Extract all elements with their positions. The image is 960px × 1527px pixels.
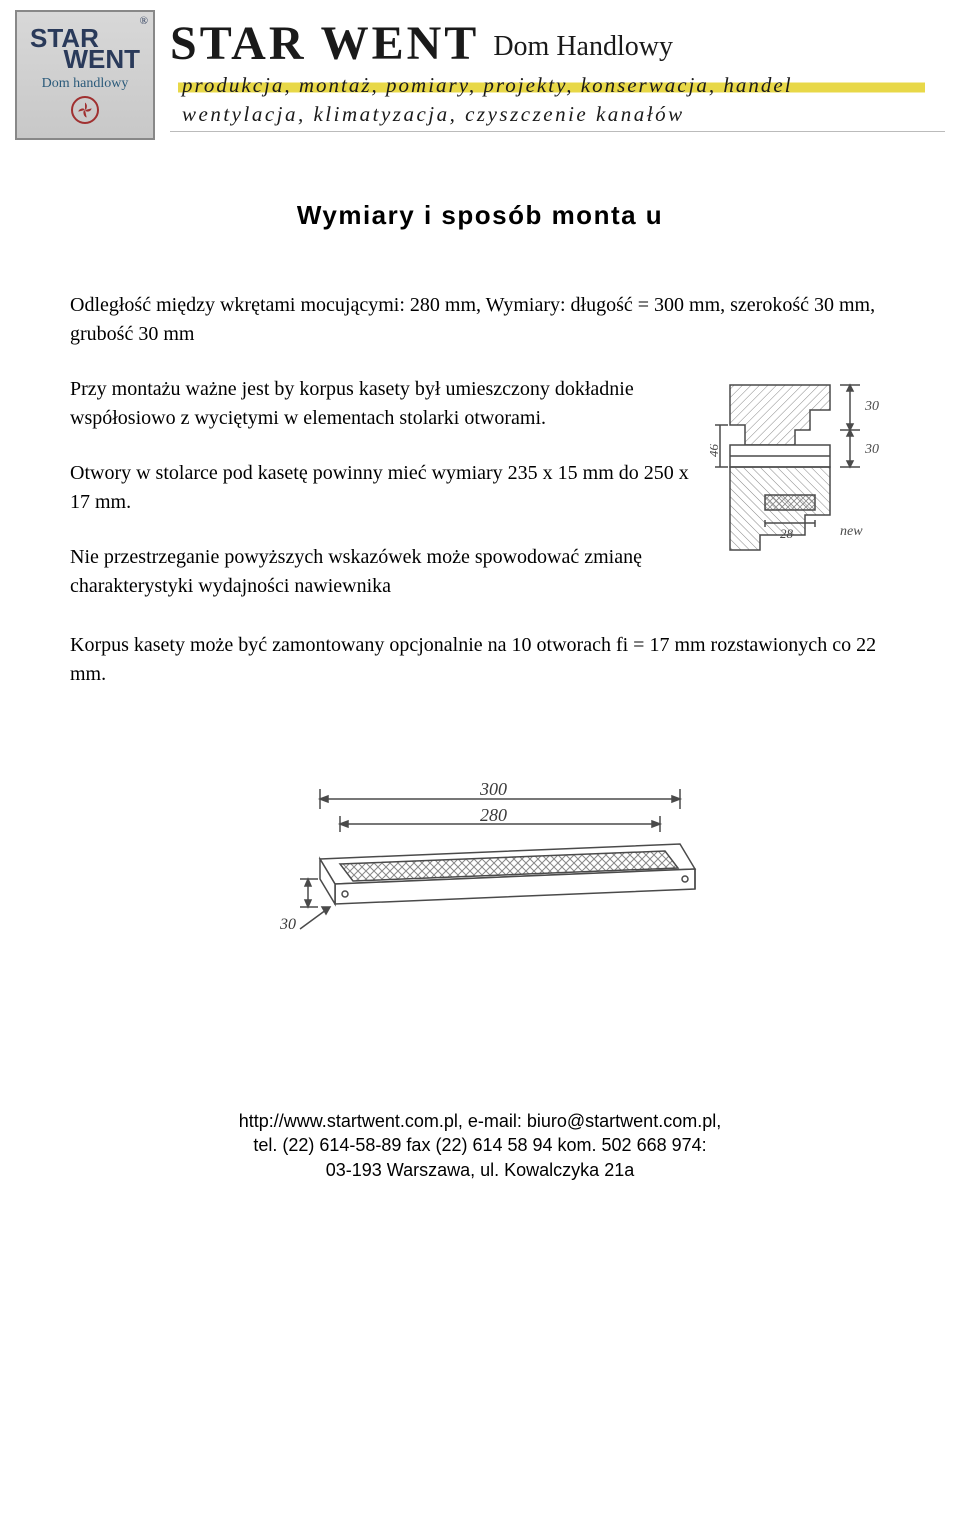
paragraph-3: Otwory w stolarce pod kasetę powinny mie…	[70, 459, 700, 517]
tagline1: produkcja, montaż, pomiary, projekty, ko…	[170, 73, 945, 98]
dim-30-top: 30	[864, 399, 879, 414]
tagline-wrap: produkcja, montaż, pomiary, projekty, ko…	[170, 73, 945, 98]
footer-line2: tel. (22) 614-58-89 fax (22) 614 58 94 k…	[20, 1133, 940, 1157]
paragraph-4: Nie przestrzeganie powyższych wskazówek …	[70, 543, 700, 601]
paragraph-2: Przy montażu ważne jest by korpus kasety…	[70, 375, 700, 433]
logo-subtitle: Dom handlowy	[42, 76, 129, 92]
label-new: new	[840, 524, 863, 539]
company-line: STAR WENT Dom Handlowy	[170, 16, 945, 71]
tagline2: wentylacja, klimatyzacja, czyszczenie ka…	[170, 102, 945, 127]
dim-280: 280	[480, 805, 507, 825]
paragraph-1: Odległość między wkrętami mocującymi: 28…	[70, 291, 890, 349]
logo: ® STAR WENT Dom handlowy	[15, 10, 155, 140]
header-text: STAR WENT Dom Handlowy produkcja, montaż…	[170, 10, 945, 132]
logo-line2: WENT	[22, 47, 148, 72]
company-name: STAR WENT	[170, 16, 479, 71]
footer: http://www.startwent.com.pl, e-mail: biu…	[0, 1079, 960, 1202]
dim-300: 300	[479, 779, 507, 799]
text-column: Przy montażu ważne jest by korpus kasety…	[70, 375, 700, 611]
header: ® STAR WENT Dom handlowy STAR WENT Dom H…	[0, 0, 960, 140]
fan-icon	[71, 96, 99, 124]
company-suffix: Dom Handlowy	[493, 31, 673, 71]
content: Wymiary i sposób monta u Odległość międz…	[0, 140, 960, 999]
footer-line1: http://www.startwent.com.pl, e-mail: biu…	[20, 1109, 940, 1133]
diagram-large-wrap: 300 280 30	[70, 779, 890, 969]
dim-46: 46	[710, 444, 721, 458]
logo-registered: ®	[140, 15, 148, 27]
dim-28: 28	[780, 526, 794, 541]
section-title: Wymiary i sposób monta u	[70, 200, 890, 231]
cross-section-diagram: 30 30 28 46 new	[710, 375, 890, 575]
paragraph-5: Korpus kasety może być zamontowany opcjo…	[70, 631, 890, 689]
top-view-diagram: 300 280 30	[250, 779, 710, 969]
text-with-diagram: Przy montażu ważne jest by korpus kasety…	[70, 375, 890, 611]
dim-30-right: 30	[864, 442, 879, 457]
footer-line3: 03-193 Warszawa, ul. Kowalczyka 21a	[20, 1158, 940, 1182]
header-divider	[170, 131, 945, 132]
dim-30-left: 30	[279, 916, 296, 933]
